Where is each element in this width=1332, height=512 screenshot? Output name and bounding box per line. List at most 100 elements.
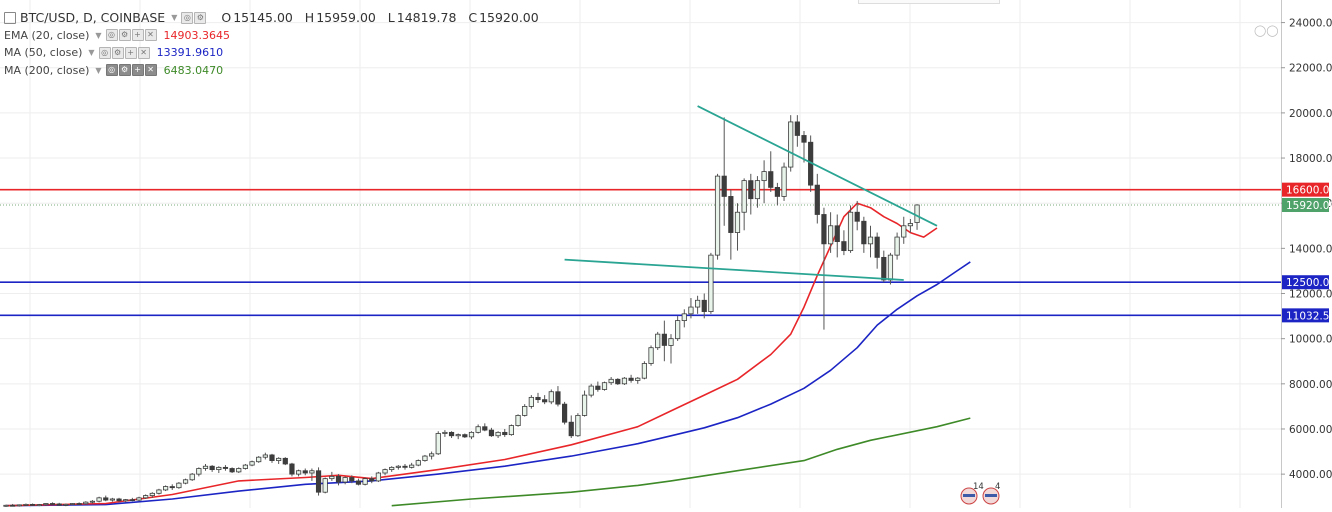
ohlc-high-value: 15959.00 (316, 10, 376, 26)
candle-body (655, 333, 661, 349)
candle-body (482, 426, 488, 431)
indicator-name[interactable]: MA (200, close) (4, 63, 90, 77)
close-icon[interactable]: ✕ (144, 64, 157, 77)
price-axis-tick-label: 4000.00 (1289, 469, 1332, 481)
candle-body (841, 241, 847, 252)
candle-body (369, 478, 375, 482)
candle-body (10, 504, 16, 507)
eye-icon[interactable]: ◎ (181, 11, 194, 24)
candle-body (442, 431, 448, 434)
candle-body (801, 135, 807, 143)
candle-body (322, 478, 328, 493)
settings-icon[interactable]: ⚙ (118, 29, 131, 42)
candle-body (162, 486, 169, 491)
candle-body (428, 453, 435, 457)
close-icon[interactable]: ✕ (144, 29, 157, 42)
candle-body (395, 465, 401, 468)
candle-body (468, 431, 475, 438)
candle-body (728, 196, 734, 233)
candle-body (16, 504, 22, 507)
add-icon[interactable]: + (124, 46, 137, 59)
price-axis-tick-label: 8000.00 (1289, 379, 1332, 391)
event-marker-band (985, 494, 997, 497)
candle-body (535, 396, 541, 401)
ohlc-close-key: C (468, 10, 478, 26)
ohlc-close-value: 15920.00 (479, 10, 539, 26)
candle-body (448, 431, 455, 437)
candle-body (69, 503, 76, 505)
candle-body (89, 500, 96, 503)
candle-body (189, 473, 195, 481)
indicator-value: 14903.3645 (163, 28, 231, 42)
eye-icon[interactable]: ◎ (105, 64, 118, 77)
candle-body (874, 236, 880, 258)
candle-body (83, 501, 89, 505)
candle-body (123, 499, 129, 502)
price-axis-tick-label: 6000.00 (1289, 424, 1332, 436)
indicator-name[interactable]: MA (50, close) (4, 46, 83, 60)
candle-body (661, 333, 667, 346)
candle-body (36, 504, 42, 507)
settings-icon[interactable]: ⚙ (194, 11, 207, 24)
candle-body (109, 498, 115, 501)
candle-body (182, 479, 189, 484)
ma200-line (391, 417, 971, 507)
candle-body (601, 382, 608, 390)
price-axis-tick-label: 22000.00 (1289, 63, 1332, 75)
chevron-down-icon[interactable]: ▼ (95, 30, 102, 40)
candle-body (695, 299, 701, 308)
candle-body (914, 204, 920, 223)
settings-icon[interactable]: ⚙ (111, 46, 124, 59)
trend-line (697, 105, 938, 227)
ohlc-values: O 15145.00 H 15959.00 L 14819.78 C 15920.00 (221, 10, 538, 25)
candle-body (701, 299, 707, 312)
candle-body (362, 478, 368, 485)
add-icon[interactable]: + (131, 64, 144, 77)
candle-body (315, 470, 322, 493)
candle-body (96, 497, 102, 502)
eye-icon[interactable]: ◎ (98, 46, 111, 59)
candle-body (242, 464, 248, 469)
candle-body (834, 225, 840, 242)
candle-body (236, 468, 242, 473)
candle-body (588, 385, 594, 396)
settings-icon[interactable]: ⚙ (118, 64, 131, 77)
ohlc-open-key: O (221, 10, 232, 26)
symbol-title[interactable]: BTC/USD, D, COINBASE (20, 10, 166, 26)
candle-body (475, 426, 481, 433)
settings-icon[interactable]: ◯◯ (1254, 24, 1279, 37)
indicator-row-ema20: EMA (20, close) ▼ ◎ ⚙ + ✕ 14903.3645 (4, 27, 539, 45)
chevron-down-icon[interactable]: ▼ (95, 65, 102, 75)
candle-body (907, 223, 914, 227)
candle-body (262, 454, 268, 458)
indicator-name[interactable]: EMA (20, close) (4, 28, 90, 42)
candle-body (794, 121, 800, 136)
candle-body (581, 394, 588, 416)
close-icon[interactable]: ✕ (137, 46, 150, 59)
legend: BTC/USD, D, COINBASE ▼ ◎ ⚙ O 15145.00 H 15… (4, 9, 539, 79)
candle-body (901, 225, 907, 238)
candle-body (402, 465, 408, 468)
chevron-down-icon[interactable]: ▼ (88, 48, 95, 58)
eye-icon[interactable]: ◎ (105, 29, 118, 42)
candle-body (768, 171, 774, 188)
candle-body (781, 166, 787, 197)
candle-body (209, 465, 215, 471)
candle-body (861, 220, 867, 245)
ma50-line (5, 261, 971, 507)
candle-body (289, 463, 295, 475)
add-icon[interactable]: + (131, 29, 144, 42)
top-widget[interactable] (858, 0, 1000, 4)
candle-body (847, 211, 854, 252)
chevron-down-icon[interactable]: ▼ (171, 13, 178, 23)
candle-body (29, 503, 36, 506)
candle-body (169, 486, 175, 489)
candle-body (409, 464, 415, 468)
candle-body (349, 477, 355, 482)
candle-body (129, 499, 135, 502)
candle-body (375, 472, 382, 482)
candle-body (276, 457, 282, 461)
symbol-icon[interactable] (4, 11, 16, 24)
